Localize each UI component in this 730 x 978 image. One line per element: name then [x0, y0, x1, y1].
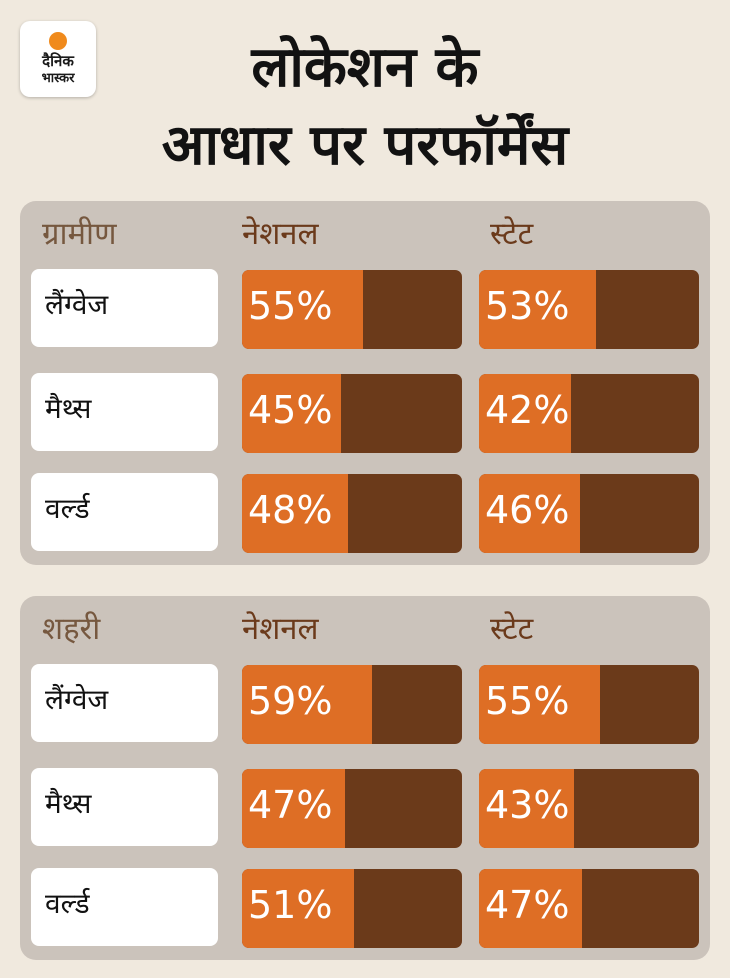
- bar-value-label: 43%: [485, 783, 570, 827]
- bar-value-label: 45%: [248, 388, 333, 432]
- bar-value-label: 46%: [485, 488, 570, 532]
- category-label: मैथ्स: [45, 787, 92, 820]
- bar-track: 45%: [242, 374, 462, 453]
- bar-track: 47%: [479, 869, 699, 948]
- bar-value-label: 47%: [248, 783, 333, 827]
- bar-fill-state: [479, 665, 600, 744]
- bar-fill-national: [242, 769, 345, 848]
- bar-fill-national: [242, 374, 341, 453]
- bar-value-label: 55%: [485, 679, 570, 723]
- bar-track: 42%: [479, 374, 699, 453]
- national-column-header: नेशनल: [242, 611, 319, 647]
- bar-track: 51%: [242, 869, 462, 948]
- category-label-box: मैथ्स: [31, 768, 218, 846]
- bar-value-label: 48%: [248, 488, 333, 532]
- category-label: मैथ्स: [45, 392, 92, 425]
- national-column-header: नेशनल: [242, 216, 319, 252]
- bar-fill-national: [242, 665, 372, 744]
- chart-panel-urban: शहरी नेशनल स्टेट लैंग्वेज 59% 55% मैथ्स 47% 43% व…: [20, 596, 710, 960]
- sun-icon: [49, 32, 67, 50]
- logo-text-line1: दैनिक: [42, 52, 74, 70]
- bar-track: 43%: [479, 769, 699, 848]
- bar-track: 47%: [242, 769, 462, 848]
- category-label-box: वर्ल्ड: [31, 868, 218, 946]
- bar-track: 59%: [242, 665, 462, 744]
- bar-fill-national: [242, 869, 354, 948]
- category-label: लैंग्वेज: [45, 288, 109, 321]
- bar-value-label: 59%: [248, 679, 333, 723]
- page-title-line2: आधार पर परफॉर्मेंस: [161, 113, 569, 178]
- category-label: वर्ल्ड: [45, 887, 90, 920]
- bar-fill-state: [479, 270, 596, 349]
- bar-track: 46%: [479, 474, 699, 553]
- bar-fill-national: [242, 270, 363, 349]
- chart-panel-rural: ग्रामीण नेशनल स्टेट लैंग्वेज 55% 53% मैथ्स 45% 4…: [20, 201, 710, 565]
- bar-fill-state: [479, 374, 571, 453]
- bar-value-label: 53%: [485, 284, 570, 328]
- category-label-box: लैंग्वेज: [31, 269, 218, 347]
- bar-value-label: 47%: [485, 883, 570, 927]
- logo-text-line2: भास्कर: [41, 71, 75, 86]
- category-label: लैंग्वेज: [45, 683, 109, 716]
- bar-value-label: 51%: [248, 883, 333, 927]
- bar-track: 55%: [242, 270, 462, 349]
- bar-fill-national: [242, 474, 348, 553]
- bar-track: 55%: [479, 665, 699, 744]
- category-label: वर्ल्ड: [45, 492, 90, 525]
- page-title-line1: लोकेशन के: [251, 35, 479, 100]
- bar-value-label: 55%: [248, 284, 333, 328]
- category-label-box: लैंग्वेज: [31, 664, 218, 742]
- dainik-bhaskar-logo: दैनिक भास्कर: [20, 21, 96, 97]
- group-header: ग्रामीण: [42, 216, 117, 252]
- bar-track: 48%: [242, 474, 462, 553]
- group-header: शहरी: [42, 611, 101, 647]
- category-label-box: मैथ्स: [31, 373, 218, 451]
- category-label-box: वर्ल्ड: [31, 473, 218, 551]
- bar-fill-state: [479, 869, 582, 948]
- bar-fill-state: [479, 769, 574, 848]
- bar-fill-state: [479, 474, 580, 553]
- state-column-header: स्टेट: [490, 216, 534, 252]
- bar-value-label: 42%: [485, 388, 570, 432]
- bar-track: 53%: [479, 270, 699, 349]
- state-column-header: स्टेट: [490, 611, 534, 647]
